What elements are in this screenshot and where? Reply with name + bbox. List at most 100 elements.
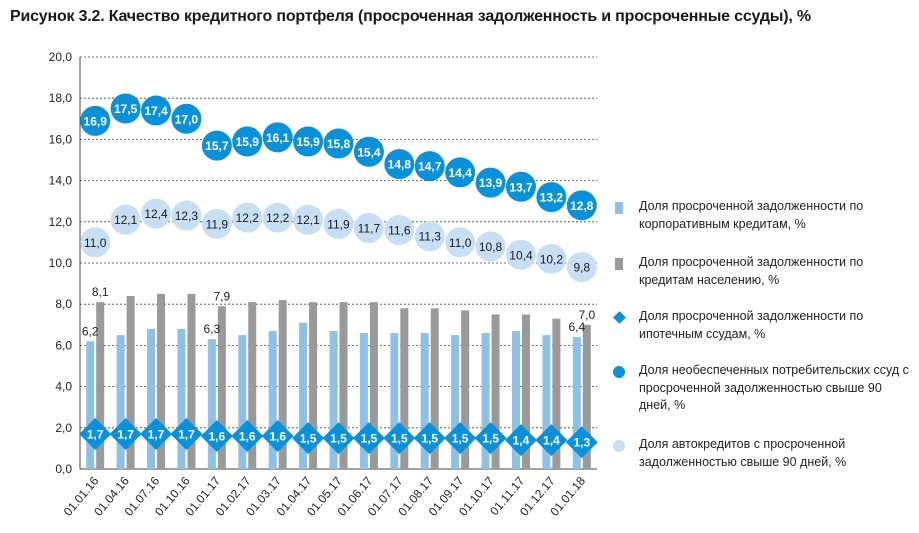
data-label-auto: 11,3 xyxy=(419,230,442,244)
data-label-mortgage: 1,5 xyxy=(452,432,469,446)
bar-retail xyxy=(339,302,348,469)
bar-corporate xyxy=(481,333,490,469)
data-label-consumer: 17,4 xyxy=(144,104,168,118)
y-tick-label: 20,0 xyxy=(49,50,73,64)
point-consumer xyxy=(353,136,384,167)
point-auto xyxy=(536,243,567,274)
point-mortgage xyxy=(79,417,112,450)
point-auto xyxy=(232,202,263,233)
legend-marker-corporate xyxy=(615,202,623,214)
point-mortgage xyxy=(535,424,568,457)
data-label-corporate: 6,4 xyxy=(568,320,585,334)
data-label-retail: 8,1 xyxy=(92,285,109,299)
point-mortgage xyxy=(261,420,294,453)
point-mortgage xyxy=(231,420,264,453)
point-auto xyxy=(384,215,415,246)
data-label-auto: 12,1 xyxy=(114,213,138,227)
y-tick-label: 8,0 xyxy=(55,297,72,311)
data-label-auto: 10,2 xyxy=(540,252,564,266)
legend-label-retail: Доля просроченной задолженности по креди… xyxy=(639,255,864,287)
point-mortgage xyxy=(200,420,233,453)
data-label-mortgage: 1,4 xyxy=(543,434,560,448)
y-tick-label: 0,0 xyxy=(55,462,72,476)
point-auto xyxy=(475,231,506,262)
bar-corporate xyxy=(177,328,186,469)
data-label-auto: 12,1 xyxy=(296,213,320,227)
y-tick-label: 2,0 xyxy=(55,421,72,435)
bar-corporate xyxy=(420,333,429,469)
data-label-consumer: 15,9 xyxy=(236,135,260,149)
bar-retail xyxy=(430,308,439,469)
bar-retail xyxy=(400,308,409,469)
bar-corporate xyxy=(147,328,156,469)
data-label-consumer: 17,5 xyxy=(114,102,138,116)
y-tick-label: 4,0 xyxy=(55,380,72,394)
point-auto xyxy=(323,208,354,239)
data-label-mortgage: 1,5 xyxy=(391,432,408,446)
data-label-mortgage: 1,7 xyxy=(148,427,165,441)
data-label-corporate: 6,3 xyxy=(204,322,221,336)
data-label-consumer: 13,9 xyxy=(479,176,503,190)
y-tick-label: 6,0 xyxy=(55,338,72,352)
point-consumer xyxy=(414,151,445,182)
point-auto xyxy=(505,239,536,270)
point-mortgage xyxy=(109,417,142,450)
data-label-auto: 11,0 xyxy=(449,236,472,250)
bar-corporate xyxy=(390,333,399,469)
data-label-consumer: 13,7 xyxy=(509,180,533,194)
point-mortgage xyxy=(474,422,507,455)
data-label-consumer: 14,8 xyxy=(388,158,412,172)
point-auto xyxy=(171,200,202,231)
bar-retail xyxy=(217,306,226,469)
data-label-mortgage: 1,5 xyxy=(421,432,438,446)
bar-retail xyxy=(248,302,257,469)
point-auto xyxy=(110,204,141,235)
bar-retail xyxy=(461,310,470,469)
point-consumer xyxy=(566,190,597,221)
point-consumer xyxy=(505,171,536,202)
bar-corporate xyxy=(451,335,460,469)
data-label-auto: 12,3 xyxy=(175,209,199,223)
point-auto xyxy=(414,221,445,252)
point-consumer xyxy=(110,93,141,124)
bar-retail xyxy=(309,302,318,469)
point-mortgage xyxy=(140,417,173,450)
y-tick-label: 14,0 xyxy=(49,174,73,188)
point-consumer xyxy=(445,157,476,188)
point-mortgage xyxy=(504,424,537,457)
data-label-auto: 10,4 xyxy=(509,248,533,262)
data-label-mortgage: 1,7 xyxy=(117,427,134,441)
data-label-auto: 12,2 xyxy=(266,211,290,225)
bar-corporate xyxy=(511,330,520,469)
y-tick-label: 16,0 xyxy=(49,132,73,146)
data-label-auto: 11,6 xyxy=(388,224,411,238)
data-label-retail: 7,0 xyxy=(578,308,595,322)
point-auto xyxy=(445,227,476,258)
point-mortgage xyxy=(383,422,416,455)
data-label-mortgage: 1,6 xyxy=(269,430,286,444)
bar-corporate xyxy=(359,333,368,469)
data-label-consumer: 15,9 xyxy=(296,135,320,149)
data-label-mortgage: 1,4 xyxy=(513,434,530,448)
data-label-mortgage: 1,6 xyxy=(209,430,226,444)
point-consumer xyxy=(536,182,567,213)
legend-marker-consumer xyxy=(613,366,625,378)
point-consumer xyxy=(201,130,232,161)
data-label-mortgage: 1,7 xyxy=(87,427,104,441)
data-label-mortgage: 1,7 xyxy=(178,427,195,441)
data-label-retail: 7,9 xyxy=(214,289,231,303)
data-label-consumer: 15,4 xyxy=(357,145,381,159)
legend-marker-auto xyxy=(613,440,625,452)
bar-corporate xyxy=(542,335,551,469)
point-consumer xyxy=(232,126,263,157)
bar-corporate xyxy=(116,335,125,469)
data-label-mortgage: 1,5 xyxy=(330,432,347,446)
data-label-auto: 12,2 xyxy=(236,211,260,225)
legend-label-mortgage: Доля просроченной задолженности по ипоте… xyxy=(639,309,864,341)
point-mortgage xyxy=(292,422,325,455)
legend-label-corporate: Доля просроченной задолженности по корпо… xyxy=(639,199,864,231)
point-auto xyxy=(293,204,324,235)
point-auto xyxy=(141,198,172,229)
data-label-consumer: 17,0 xyxy=(175,112,199,126)
